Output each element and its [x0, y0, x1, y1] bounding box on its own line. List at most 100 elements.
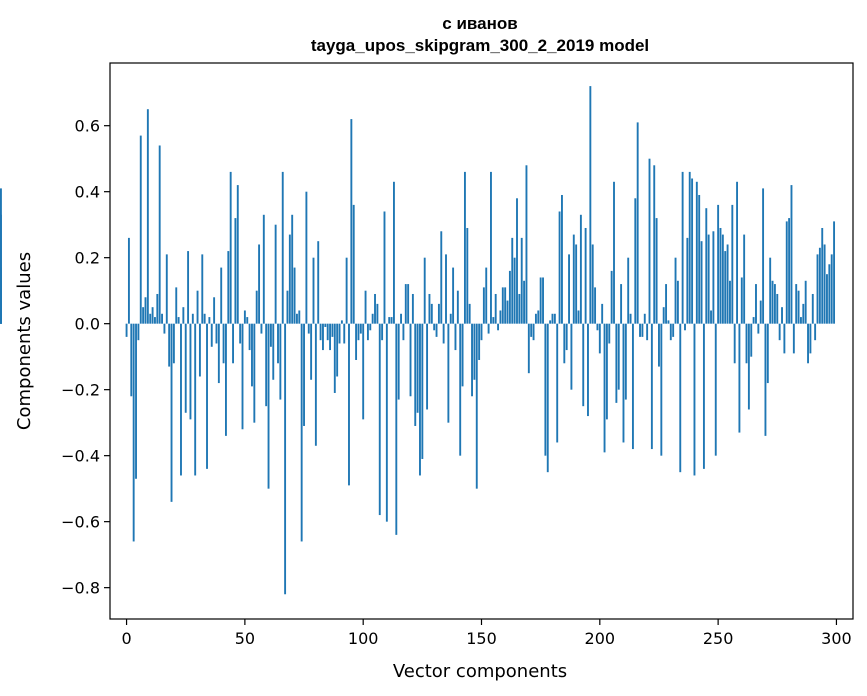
bar-65: [279, 323, 282, 400]
bar-110: [385, 323, 388, 522]
bar-211: [624, 323, 627, 400]
bar-82: [319, 323, 322, 341]
bar-8: [144, 297, 147, 324]
bar-54: [253, 323, 256, 423]
bar-119: [407, 284, 410, 324]
bar-273: [771, 280, 774, 324]
x-tick-label: 250: [703, 629, 734, 648]
bar-216: [636, 122, 639, 324]
bar-100: [362, 323, 365, 420]
bar-95: [350, 119, 353, 324]
bar-67: [284, 323, 287, 595]
bar-40: [220, 267, 223, 324]
bar-170: [527, 323, 530, 374]
bar-237: [686, 237, 689, 324]
bar-9: [146, 109, 149, 324]
bar-48: [239, 323, 242, 344]
bar-7: [142, 307, 145, 324]
bar-201: [601, 303, 604, 324]
bar-161: [506, 300, 509, 324]
bar-4: [135, 323, 137, 479]
bar-203: [605, 323, 608, 420]
bar-196: [589, 86, 592, 324]
bar-5: [137, 323, 140, 341]
bar-173: [534, 313, 537, 324]
bar-70: [291, 214, 294, 324]
bar-45: [232, 323, 234, 364]
y-tick-label: 0.2: [75, 249, 100, 268]
bar-154: [490, 171, 492, 324]
bar-195: [587, 323, 589, 417]
bar-30: [196, 290, 199, 324]
bar-264: [750, 323, 753, 357]
bar-232: [674, 257, 677, 324]
bar-204: [608, 323, 611, 344]
bar-247: [710, 310, 712, 324]
bar-29: [194, 323, 197, 476]
bar-136: [447, 323, 450, 423]
bar-138: [452, 267, 455, 324]
bar-288: [807, 323, 809, 364]
bar-62: [272, 323, 275, 380]
bar-102: [366, 323, 369, 341]
bar-64: [277, 323, 279, 364]
bar-180: [551, 313, 554, 324]
bar-36: [210, 323, 213, 347]
bar-92: [343, 323, 346, 344]
bar-156: [494, 293, 497, 324]
bar-265: [752, 317, 755, 324]
bar-280: [788, 218, 791, 324]
bar-283: [795, 284, 798, 324]
bar-129: [430, 303, 433, 324]
bar-241: [695, 181, 698, 324]
bar-145: [468, 303, 471, 324]
bar-162: [508, 270, 511, 324]
bar-88: [333, 323, 336, 393]
bar-56: [258, 244, 261, 324]
bar-297: [828, 264, 831, 324]
bar-277: [781, 307, 783, 324]
bar-234: [679, 323, 682, 473]
bar-184: [561, 194, 563, 324]
bar-132: [437, 303, 440, 324]
bar-107: [378, 323, 381, 516]
bar-284: [797, 290, 800, 324]
bar-112: [390, 317, 393, 324]
bar-19: [170, 323, 173, 502]
bar-135: [445, 254, 447, 324]
bar-104: [371, 313, 374, 324]
bar-299: [833, 221, 836, 324]
bar-295: [823, 244, 826, 324]
bar-44: [229, 171, 232, 324]
bar-239: [691, 178, 694, 324]
bar-63: [274, 224, 277, 324]
bar-174: [537, 310, 540, 324]
bar-113: [393, 181, 395, 324]
bar-206: [613, 181, 615, 324]
bar-229: [667, 320, 670, 324]
bar-153: [487, 323, 490, 334]
bar-194: [584, 227, 587, 324]
bar-259: [738, 323, 741, 433]
bar-245: [705, 208, 708, 324]
bar-137: [449, 313, 452, 324]
bar-133: [440, 231, 443, 324]
bar-271: [766, 323, 769, 384]
bar-200: [598, 323, 601, 354]
bar-171: [530, 323, 533, 337]
bar-225: [658, 323, 660, 367]
x-tick-label: 200: [585, 629, 616, 648]
bar-81: [317, 241, 320, 324]
bar-115: [397, 323, 400, 400]
bar-213: [629, 313, 632, 324]
bar-167: [520, 237, 523, 324]
bar-182: [556, 323, 559, 443]
bar-199: [596, 323, 599, 331]
bar-242: [698, 194, 701, 324]
bar-240: [693, 323, 696, 476]
bar-158: [499, 310, 502, 324]
bar-14: [158, 145, 161, 324]
bar-183: [558, 211, 561, 324]
bar-121: [411, 293, 414, 324]
